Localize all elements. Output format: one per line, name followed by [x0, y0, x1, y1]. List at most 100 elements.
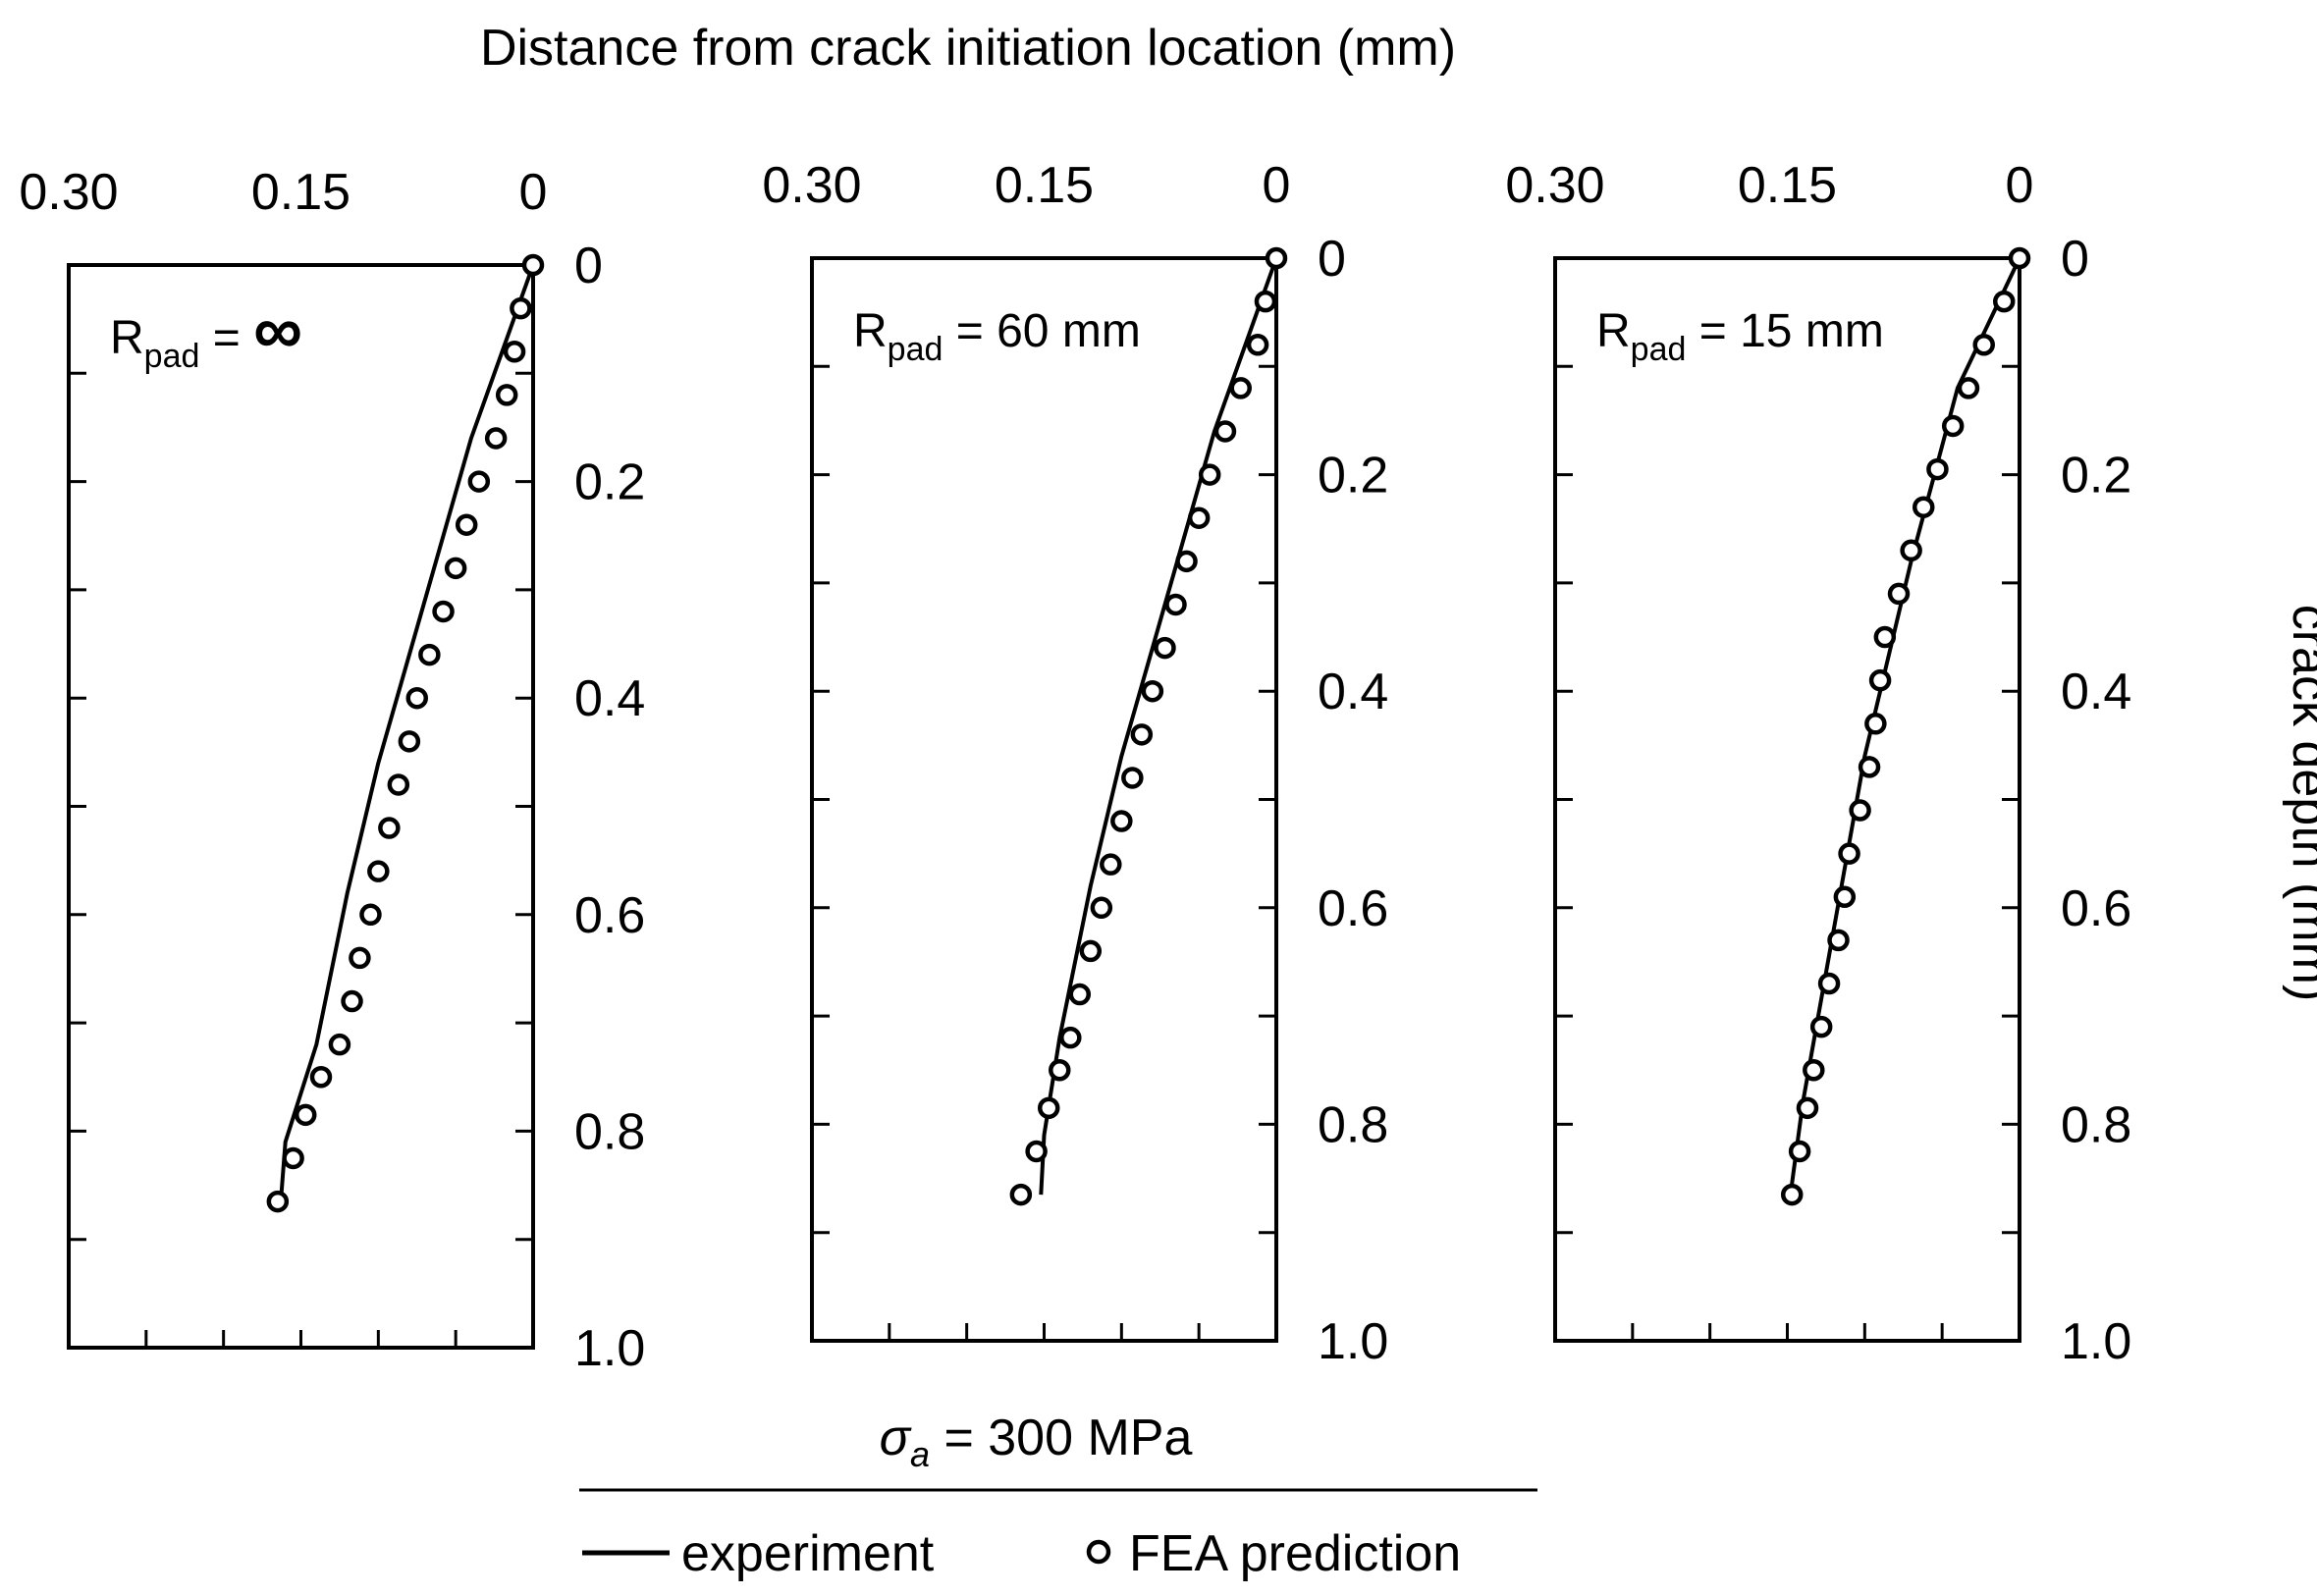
panel-label-sub: pad — [888, 331, 943, 368]
fea-point — [1941, 414, 1965, 438]
fea-point — [294, 1103, 317, 1127]
fea-point — [367, 860, 390, 882]
x-tick-label: 0.30 — [1505, 157, 1604, 214]
condition-symbol: σ — [880, 1410, 912, 1466]
fea-point — [282, 1146, 304, 1170]
plot-frame — [67, 263, 535, 1350]
fea-point — [1864, 713, 1887, 735]
legend-experiment-label: experiment — [681, 1525, 935, 1582]
fea-point — [1827, 929, 1850, 952]
panel-label: Rpad = 15 mm — [1596, 305, 1884, 368]
fea-point — [1154, 636, 1176, 660]
fea-point — [1833, 885, 1857, 909]
panel-label-value: ∞ — [253, 292, 302, 368]
panel-1: 0.30 0.15 00 0.2 0.4 0.6 0.8 1.0 Rpad = ∞ — [19, 164, 645, 1377]
fea-point — [1926, 457, 1949, 481]
y-tick-label: 0 — [574, 238, 603, 294]
fea-point — [1265, 246, 1288, 270]
fea-point — [1009, 1183, 1033, 1206]
fea-point — [1957, 377, 1980, 399]
fea-point — [1838, 842, 1860, 865]
fea-point — [387, 773, 410, 796]
fea-point — [1912, 496, 1935, 518]
fea-point — [1164, 593, 1187, 616]
fea-point — [1090, 896, 1113, 920]
x-tick-label: 0.15 — [1738, 157, 1837, 214]
y-tick-label: 0.4 — [1318, 664, 1388, 720]
fea-point — [1037, 1096, 1060, 1120]
plot-frame — [810, 256, 1278, 1343]
fea-point — [1780, 1183, 1804, 1206]
y-tick-label: 0 — [1318, 231, 1346, 288]
fea-point — [328, 1033, 351, 1056]
fea-point — [398, 730, 421, 753]
fea-point — [1809, 1015, 1833, 1038]
fea-point — [359, 903, 382, 927]
x-axis-title: Distance from crack initiation location … — [480, 20, 1456, 77]
legend-fea-marker — [1086, 1539, 1111, 1565]
y-tick-label: 0.4 — [574, 670, 645, 727]
fea-point — [1110, 810, 1133, 832]
x-tick-label: 0 — [519, 164, 548, 221]
y-axis-title: crack depth (mm) — [2282, 605, 2317, 1002]
condition-label: σa = 300 MPa — [579, 1410, 1537, 1492]
fea-point — [2008, 246, 2031, 270]
y-tick-label: 0.8 — [2061, 1096, 2131, 1153]
fea-point — [1100, 853, 1122, 876]
panel-label-rest: = 15 mm — [1686, 305, 1883, 357]
fea-point — [484, 427, 508, 450]
fea-point — [495, 384, 518, 406]
x-tick-label: 0.30 — [19, 164, 118, 221]
y-tick-label: 1.0 — [2061, 1313, 2131, 1370]
y-tick-label: 1.0 — [574, 1320, 645, 1377]
x-tick-label: 0 — [2006, 157, 2034, 214]
legend: experiment FEA prediction — [582, 1525, 1461, 1582]
legend-fea-label: FEA prediction — [1129, 1525, 1461, 1582]
fea-point — [503, 340, 526, 363]
fea-point — [1803, 1059, 1825, 1082]
y-tick-label: 0.2 — [574, 454, 645, 511]
y-tick-label: 1.0 — [1318, 1313, 1388, 1370]
y-tick-label: 0.6 — [2061, 880, 2131, 937]
panel-label-sub: pad — [1631, 331, 1687, 368]
panel-label: Rpad = 60 mm — [853, 305, 1141, 368]
panel-label-rest: = 60 mm — [943, 305, 1140, 357]
fea-point — [521, 253, 545, 277]
panel-label: Rpad = ∞ — [110, 292, 302, 375]
fea-point — [378, 817, 401, 839]
y-tick-label: 0.6 — [1318, 880, 1388, 937]
panel-3: 0.30 0.15 00 0.2 0.4 0.6 0.8 1.0 Rpad = 15 mm — [1505, 157, 2131, 1370]
fea-point — [1187, 506, 1211, 529]
fea-point — [455, 513, 478, 536]
fea-point — [1887, 582, 1911, 606]
fea-point — [1873, 625, 1897, 649]
panel-label-sub: pad — [144, 338, 200, 375]
fea-point — [1992, 290, 2016, 313]
y-tick-label: 0.2 — [1318, 448, 1388, 505]
x-tick-label: 0.30 — [762, 157, 861, 214]
fea-point — [1858, 756, 1881, 778]
y-tick-label: 0.2 — [2061, 448, 2131, 505]
condition-text: = 300 MPa — [930, 1410, 1192, 1466]
fea-point — [444, 557, 467, 580]
fea-point — [1796, 1096, 1819, 1120]
x-tick-label: 0.15 — [251, 164, 350, 221]
fea-point — [1788, 1140, 1811, 1163]
fea-point — [1198, 463, 1221, 486]
fea-point — [1049, 1059, 1071, 1082]
panel-2: 0.30 0.15 00 0.2 0.4 0.6 0.8 1.0 Rpad = 60 mm — [762, 157, 1388, 1370]
fea-point — [1229, 377, 1252, 399]
fea-point — [1213, 420, 1237, 443]
fea-point — [510, 296, 532, 320]
fea-point — [1817, 972, 1841, 995]
fea-point — [418, 643, 441, 666]
x-tick-label: 0 — [1263, 157, 1291, 214]
panel-label-main: R — [1596, 305, 1631, 357]
fea-point — [1130, 723, 1154, 746]
fea-point — [1246, 333, 1269, 356]
x-tick-label: 0.15 — [995, 157, 1094, 214]
fea-point — [309, 1066, 333, 1089]
experiment-line — [1788, 257, 2021, 1196]
y-tick-label: 0 — [2061, 231, 2089, 288]
